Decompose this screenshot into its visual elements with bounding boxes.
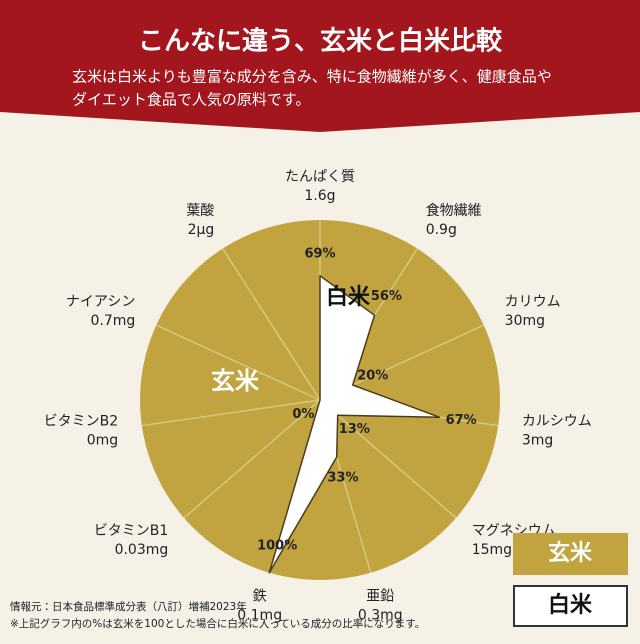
axis-label: カリウム 30mg	[505, 294, 561, 329]
category-label: カリウム	[505, 294, 561, 310]
legend-label: 玄米	[548, 541, 593, 566]
subtitle: 玄米は白米よりも豊富な成分を含み、特に食物繊維が多く、健康食品や	[72, 68, 552, 86]
plot: 玄米白米69%56%20%67%13%33%100%0%たんぱく質1.6g食物繊…	[44, 168, 592, 623]
category-label: 鉄	[253, 588, 267, 604]
value-label: 0%	[292, 407, 314, 422]
amount-label: 1.6g	[304, 188, 335, 204]
category-label: たんぱく質	[285, 168, 355, 185]
value-label: 56%	[371, 289, 402, 304]
value-label: 67%	[446, 413, 477, 428]
base-label: 玄米	[211, 367, 259, 395]
value-label: 20%	[357, 368, 388, 383]
axis-label: ビタミンB1 0.03mg	[94, 523, 169, 558]
amount-label: 0.7mg	[91, 313, 136, 329]
value-label: 100%	[257, 538, 297, 553]
series-area	[268, 275, 441, 574]
axis-line	[222, 248, 321, 401]
amount-label: 0.1mg	[237, 607, 282, 623]
axis-label: たんぱく質 1.6g	[285, 168, 355, 204]
subtitle: ダイエット食品で人気の原料です。	[72, 91, 310, 109]
axis-label: 鉄 0.1mg	[237, 588, 282, 623]
series-label: 白米	[326, 284, 371, 310]
legend-label: 白米	[548, 592, 593, 618]
axis-line	[141, 399, 321, 427]
footnote: 情報元：日本食品標準成分表（八訂）増補2023年	[10, 600, 247, 613]
axis-line	[183, 399, 321, 519]
value-label: 13%	[339, 422, 370, 437]
chart-title: こんなに違う、玄米と白米比較	[138, 26, 503, 57]
amount-label: 30mg	[505, 313, 545, 329]
category-label: 葉酸	[186, 203, 214, 219]
legend-swatch-base	[513, 533, 628, 575]
amount-label: 0.9g	[426, 222, 457, 238]
axis-label: 葉酸 2μg	[186, 203, 214, 238]
category-label: 食物繊維	[426, 203, 482, 219]
category-label: ビタミンB1	[94, 523, 169, 539]
axis-label: 亜鉛 0.3mg	[358, 588, 403, 623]
axis-label: カルシウム 3mg	[522, 413, 592, 448]
value-label: 33%	[327, 471, 358, 486]
amount-label: 2μg	[188, 222, 215, 238]
footnote: ※上記グラフ内の%は玄米を100とした場合に白米に入っている成分の比率になります…	[10, 617, 425, 630]
category-label: 亜鉛	[366, 588, 394, 604]
amount-label: 0.3mg	[358, 607, 403, 623]
axis-label: ビタミンB2 0mg	[44, 413, 119, 448]
category-label: ビタミンB2	[44, 413, 119, 429]
category-label: カルシウム	[522, 413, 592, 429]
amount-label: 15mg	[472, 542, 512, 558]
category-label: ナイアシン	[66, 294, 135, 310]
axis-label: ナイアシン 0.7mg	[66, 294, 135, 329]
axis-line	[319, 399, 457, 519]
amount-label: 0mg	[87, 432, 118, 448]
amount-label: 3mg	[522, 432, 553, 448]
axis-label: 食物繊維 0.9g	[426, 203, 482, 238]
legend-swatch-series	[513, 585, 628, 627]
header-band	[0, 0, 640, 132]
value-label: 69%	[304, 246, 335, 261]
amount-label: 0.03mg	[115, 542, 169, 558]
axis-line	[155, 324, 321, 401]
